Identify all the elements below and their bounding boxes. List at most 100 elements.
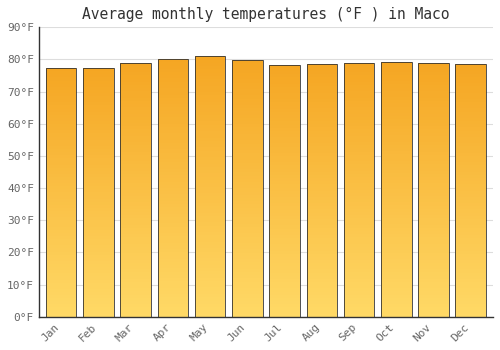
Bar	[83, 314, 114, 317]
Bar	[195, 301, 226, 304]
Bar	[306, 263, 337, 266]
Bar	[381, 291, 412, 294]
Bar	[158, 162, 188, 166]
Bar	[270, 84, 300, 87]
Bar	[158, 236, 188, 239]
Bar	[83, 298, 114, 301]
Bar	[83, 93, 114, 96]
Bar	[306, 168, 337, 172]
Bar	[456, 307, 486, 310]
Bar	[456, 131, 486, 134]
Bar	[232, 256, 262, 259]
Bar	[418, 205, 448, 209]
Bar	[158, 159, 188, 162]
Bar	[270, 159, 300, 162]
Bar	[344, 218, 374, 222]
Bar	[83, 130, 114, 133]
Bar	[418, 269, 448, 272]
Bar	[381, 113, 412, 116]
Bar	[418, 187, 448, 190]
Bar	[195, 199, 226, 203]
Bar	[344, 222, 374, 225]
Bar	[120, 66, 151, 69]
Bar	[120, 133, 151, 136]
Bar	[381, 247, 412, 250]
Bar	[195, 190, 226, 193]
Bar	[120, 107, 151, 110]
Bar	[158, 314, 188, 317]
Bar	[344, 190, 374, 193]
Bar	[456, 304, 486, 307]
Bar	[120, 237, 151, 240]
Bar	[120, 139, 151, 142]
Bar	[83, 171, 114, 174]
Bar	[270, 288, 300, 292]
Bar	[270, 310, 300, 314]
Bar	[306, 137, 337, 140]
Bar	[46, 77, 76, 80]
Bar	[232, 250, 262, 253]
Bar	[418, 260, 448, 263]
Bar	[83, 124, 114, 127]
Bar	[418, 257, 448, 260]
Bar	[120, 85, 151, 88]
Bar	[46, 196, 76, 199]
Bar	[456, 178, 486, 181]
Bar	[195, 79, 226, 82]
Bar	[158, 252, 188, 256]
Bar	[344, 237, 374, 240]
Bar	[344, 244, 374, 247]
Bar	[344, 130, 374, 133]
Bar	[270, 251, 300, 254]
Bar	[120, 212, 151, 215]
Bar	[344, 282, 374, 285]
Bar	[456, 279, 486, 282]
Bar	[83, 168, 114, 171]
Bar	[344, 314, 374, 317]
Bar	[195, 245, 226, 248]
Bar	[381, 209, 412, 212]
Bar	[232, 131, 262, 134]
Bar	[232, 83, 262, 86]
Bar	[418, 190, 448, 193]
Bar	[306, 270, 337, 273]
Bar	[418, 123, 448, 126]
Bar	[120, 202, 151, 205]
Bar	[158, 91, 188, 95]
Bar	[418, 307, 448, 310]
Bar	[306, 222, 337, 225]
Bar	[232, 262, 262, 265]
Bar	[232, 253, 262, 256]
Bar	[120, 301, 151, 304]
Bar	[46, 130, 76, 133]
Bar	[195, 183, 226, 187]
Bar	[120, 88, 151, 91]
Bar	[270, 203, 300, 206]
Bar	[306, 241, 337, 244]
Bar	[46, 211, 76, 214]
Bar	[456, 190, 486, 194]
Bar	[456, 273, 486, 276]
Bar	[270, 216, 300, 219]
Bar	[195, 141, 226, 144]
Bar	[418, 279, 448, 282]
Bar	[418, 212, 448, 215]
Bar	[344, 161, 374, 164]
Bar	[270, 197, 300, 200]
Bar	[306, 108, 337, 112]
Bar	[418, 314, 448, 317]
Bar	[195, 261, 226, 265]
Bar	[270, 229, 300, 232]
Bar	[158, 246, 188, 249]
Bar	[456, 99, 486, 102]
Bar	[418, 104, 448, 107]
Bar	[306, 99, 337, 102]
Bar	[270, 93, 300, 96]
Bar	[46, 149, 76, 152]
Bar	[381, 81, 412, 84]
Bar	[270, 304, 300, 307]
Bar	[381, 298, 412, 301]
Bar	[195, 226, 226, 229]
Bar	[381, 107, 412, 110]
Bar	[270, 65, 300, 68]
